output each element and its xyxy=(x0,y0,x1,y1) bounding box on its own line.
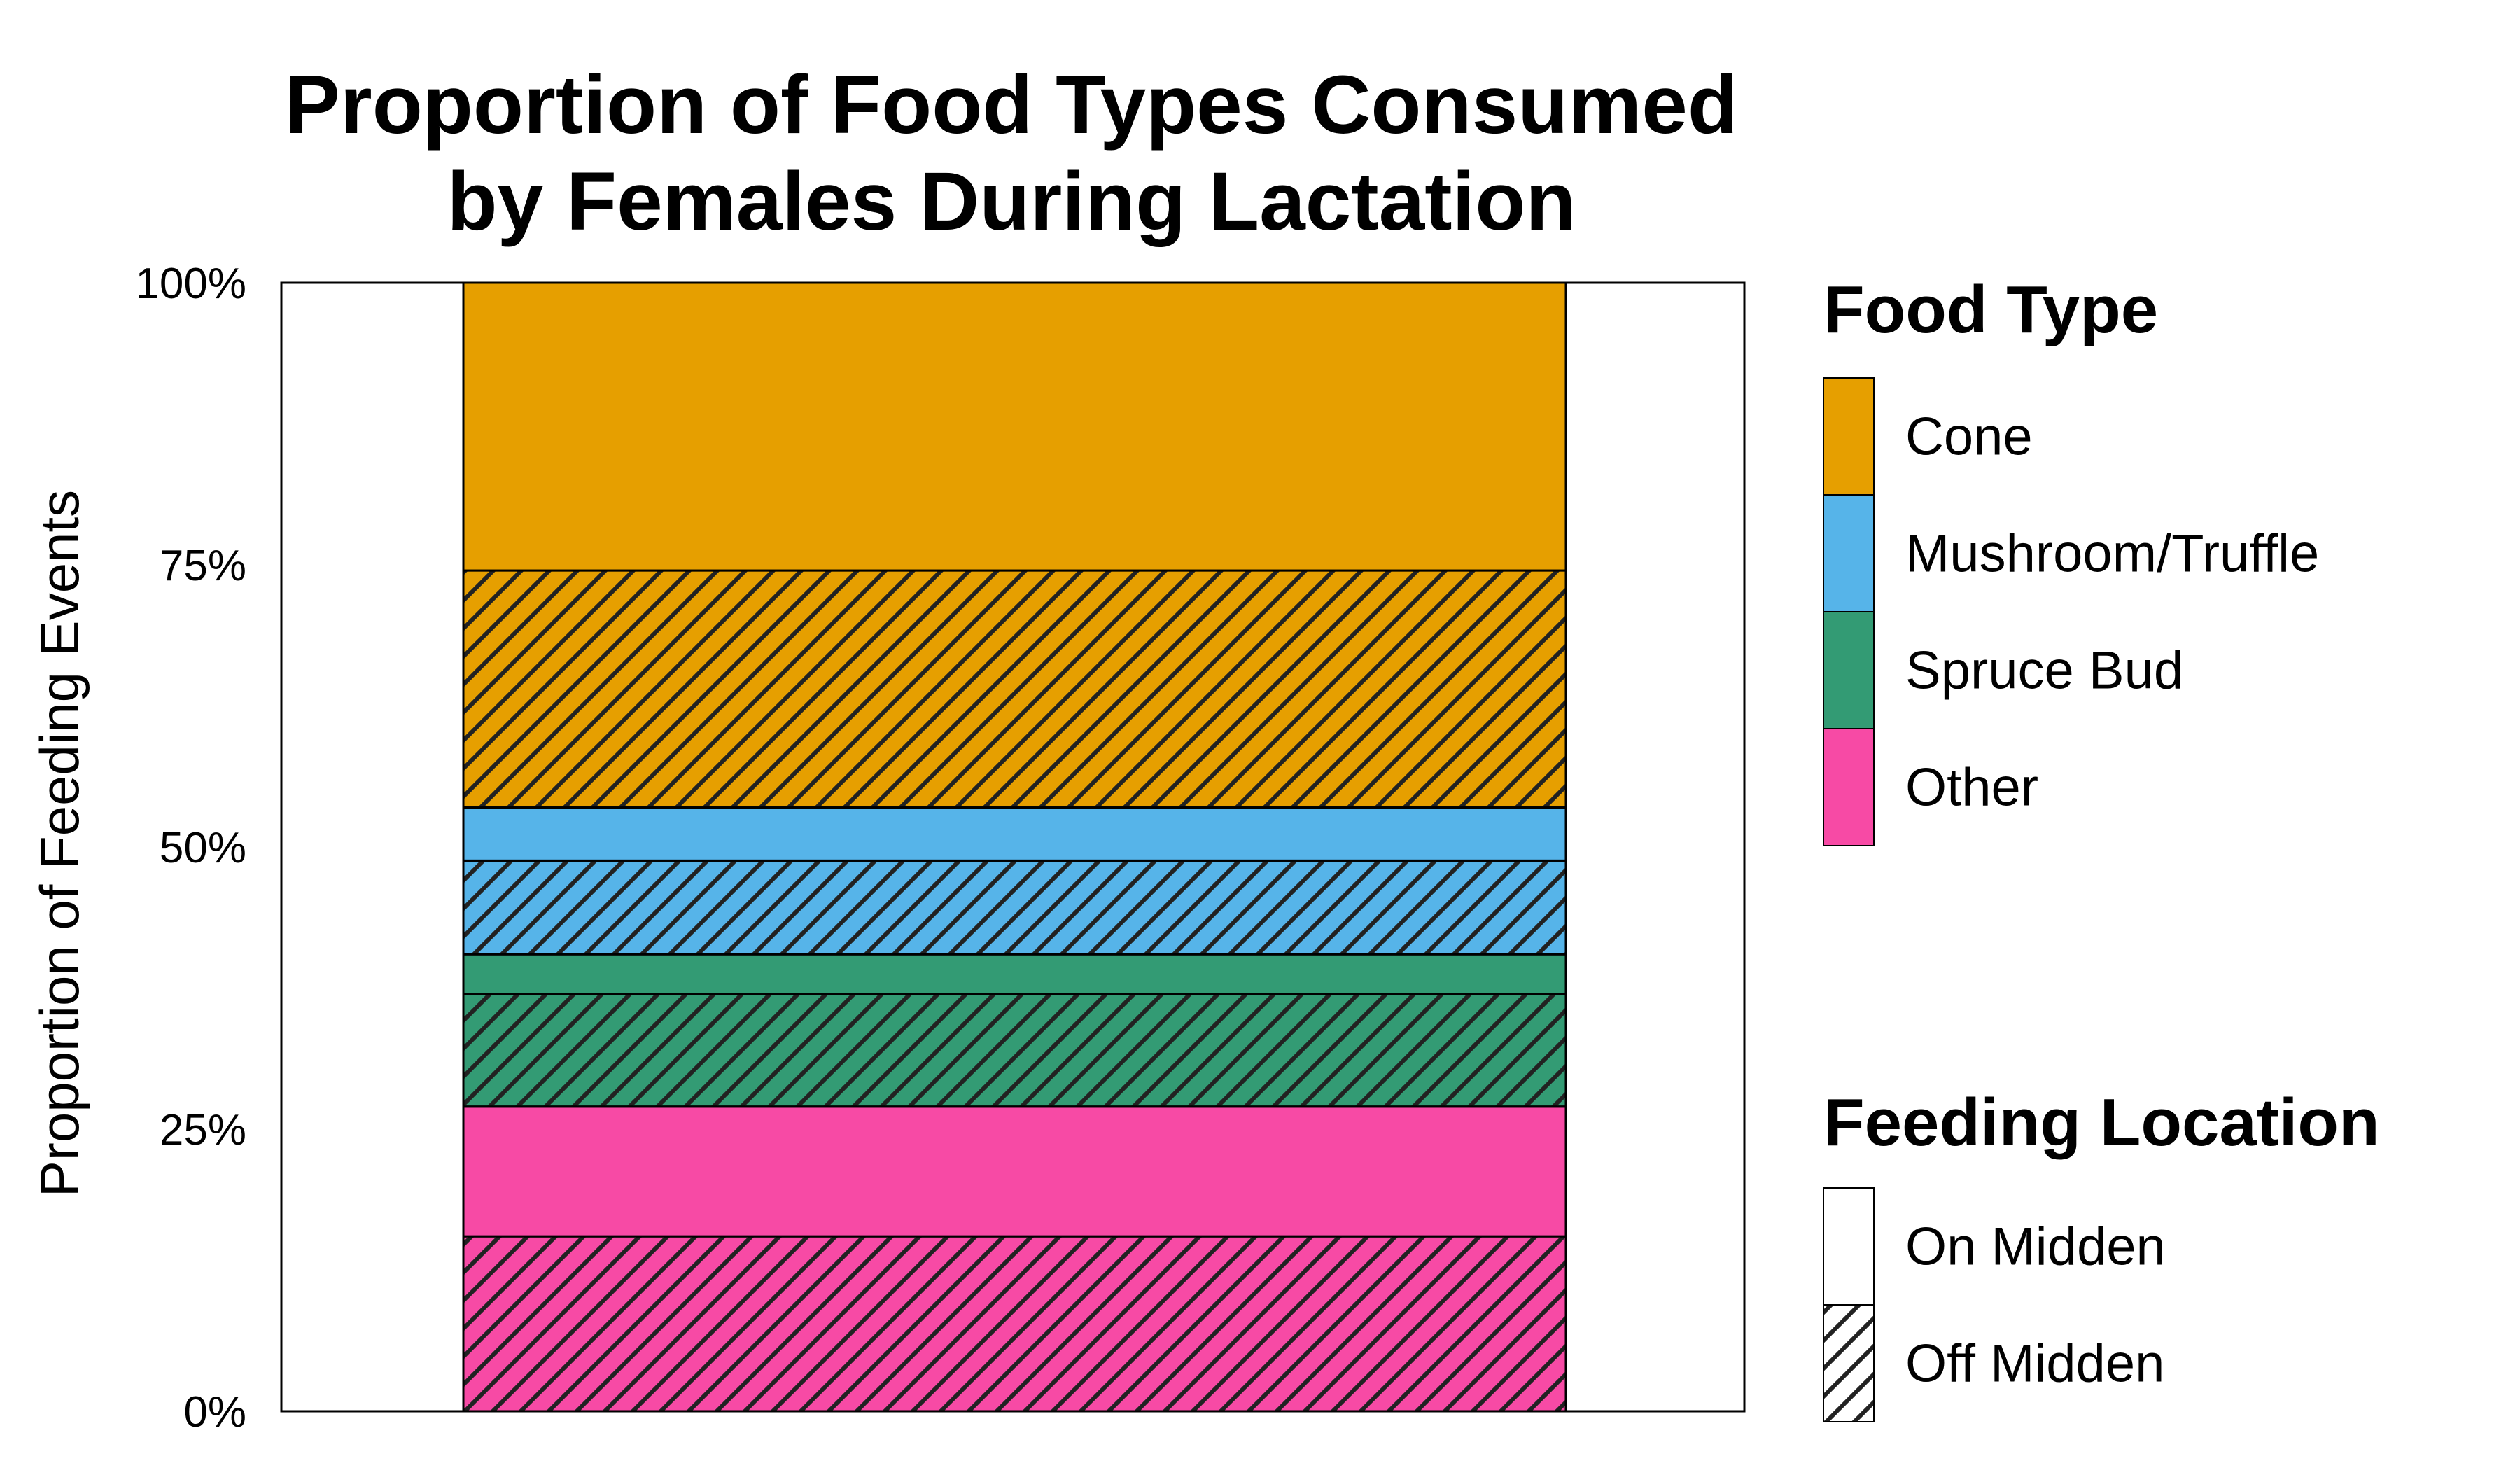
legend-key-other xyxy=(1823,728,1875,846)
legend-key-off-midden-hatch xyxy=(1823,1304,1875,1422)
legend-label-spruce-bud: Spruce Bud xyxy=(1905,641,2183,701)
legend-label-other: Other xyxy=(1905,758,2038,818)
legend-label-cone: Cone xyxy=(1905,407,2033,467)
bar-segment-other-on-midden xyxy=(462,1105,1567,1238)
legend-key-mushroom-truffle xyxy=(1823,494,1875,612)
y-axis-ticks: 0% 25% 50% 75% 100% xyxy=(135,260,246,1436)
y-tick-label-4: 100% xyxy=(135,260,246,308)
bar-segment-mushroom-truffle-off-midden-hatch xyxy=(462,859,1567,955)
legend-feeding-location: Feeding Location On Midden Off Midden xyxy=(1823,1085,2380,1422)
legend-feeding-location-title: Feeding Location xyxy=(1823,1085,2380,1160)
bar-segment-cone-off-midden-hatch xyxy=(462,569,1567,809)
legend-key-on-midden xyxy=(1823,1187,1875,1306)
chart-title-line-2: by Females During Lactation xyxy=(447,155,1576,248)
bar-segment-spruce-bud-off-midden-hatch xyxy=(462,993,1567,1108)
bar-segment-cone-on-midden xyxy=(462,281,1567,572)
y-tick-label-3: 75% xyxy=(160,542,246,590)
plot-panel xyxy=(280,281,1746,1413)
bar-segment-spruce-bud-on-midden xyxy=(462,953,1567,995)
bar-segment-other-off-midden-hatch xyxy=(462,1235,1567,1413)
y-tick-label-1: 25% xyxy=(160,1106,246,1154)
y-tick-label-0: 0% xyxy=(183,1388,246,1436)
legend-food-type-title: Food Type xyxy=(1823,272,2158,347)
legend-food-type: Food Type Cone Mushroom/Truffle Spruce Bud… xyxy=(1823,272,2319,846)
legend-key-spruce-bud xyxy=(1823,611,1875,729)
bar-segment-mushroom-truffle-on-midden xyxy=(462,806,1567,862)
legend-key-cone xyxy=(1823,377,1875,496)
y-axis-label: Proportion of Feeding Events xyxy=(29,490,90,1197)
legend-label-off-midden: Off Midden xyxy=(1905,1334,2164,1394)
chart-title-line-1: Proportion of Food Types Consumed xyxy=(285,59,1738,151)
y-tick-label-2: 50% xyxy=(160,824,246,872)
bar-segments xyxy=(462,281,1567,1413)
legend-label-mushroom-truffle: Mushroom/Truffle xyxy=(1905,524,2319,584)
legend-label-on-midden: On Midden xyxy=(1905,1217,2166,1277)
